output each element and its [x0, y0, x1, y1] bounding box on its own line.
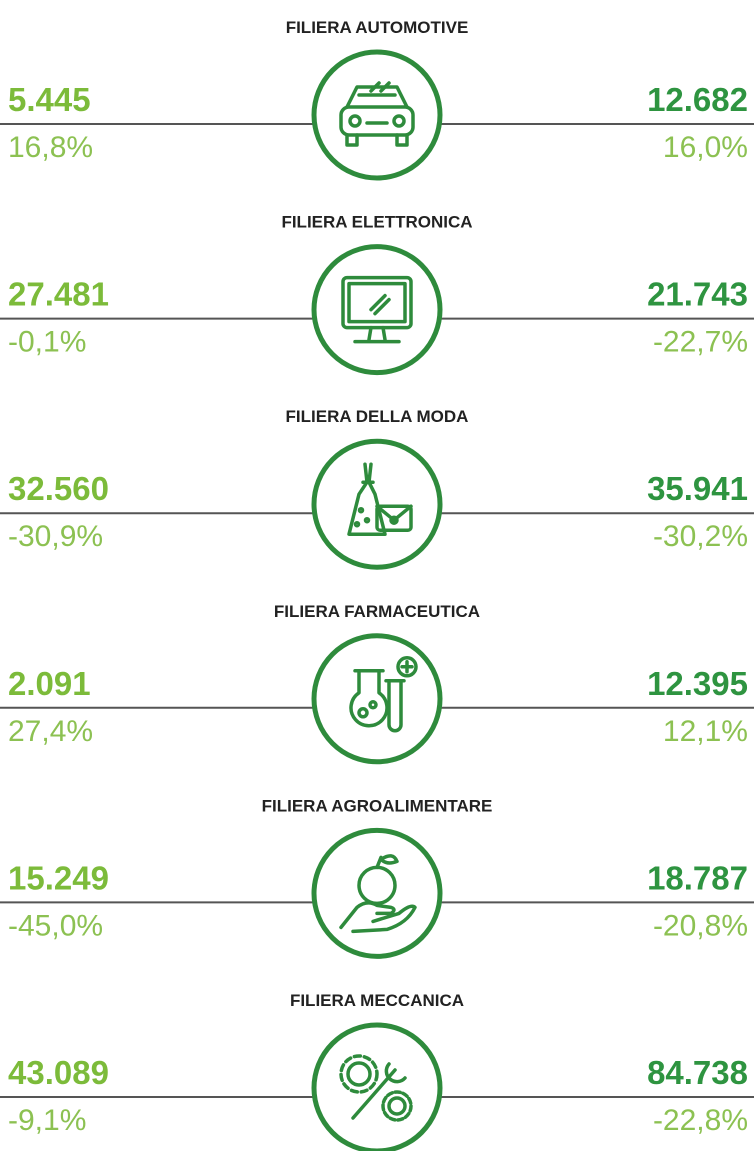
section-title: FILIERA ELETTRONICA: [281, 213, 472, 232]
icon: [339, 1054, 413, 1122]
right-value: 12.395: [647, 665, 748, 702]
left-pct: -30,9%: [8, 520, 103, 553]
icon: [339, 81, 415, 147]
left-value: 15.249: [8, 859, 109, 896]
left-value: 5.445: [8, 81, 91, 118]
right-pct: 12,1%: [663, 715, 748, 748]
right-value: 84.738: [647, 1054, 748, 1091]
left-pct: -0,1%: [8, 326, 86, 359]
section-title: FILIERA FARMACEUTICA: [274, 602, 480, 621]
right-value: 35.941: [647, 470, 748, 507]
right-pct: 16,0%: [663, 131, 748, 164]
icon-circle: [311, 827, 443, 959]
section-title: FILIERA AGROALIMENTARE: [262, 796, 493, 815]
right-pct: -30,2%: [653, 520, 748, 553]
left-value: 27.481: [8, 276, 109, 313]
right-value: 21.743: [647, 276, 748, 313]
section-title: FILIERA DELLA MODA: [286, 407, 469, 426]
icon: [339, 854, 417, 934]
right-pct: -20,8%: [653, 909, 748, 942]
icon: [347, 462, 413, 536]
section-title: FILIERA AUTOMOTIVE: [286, 18, 469, 37]
left-value: 2.091: [8, 665, 91, 702]
right-pct: -22,7%: [653, 326, 748, 359]
left-pct: 16,8%: [8, 131, 93, 164]
right-value: 12.682: [647, 81, 748, 118]
left-value: 32.560: [8, 470, 109, 507]
left-pct: -9,1%: [8, 1104, 86, 1137]
right-value: 18.787: [647, 859, 748, 896]
icon-circle: [311, 49, 443, 181]
icon-circle: [311, 633, 443, 765]
left-pct: 27,4%: [8, 715, 93, 748]
right-pct: -22,8%: [653, 1104, 748, 1137]
section-title: FILIERA MECCANICA: [290, 991, 464, 1010]
icon: [341, 275, 413, 344]
left-pct: -45,0%: [8, 909, 103, 942]
icon: [349, 656, 418, 733]
left-value: 43.089: [8, 1054, 109, 1091]
